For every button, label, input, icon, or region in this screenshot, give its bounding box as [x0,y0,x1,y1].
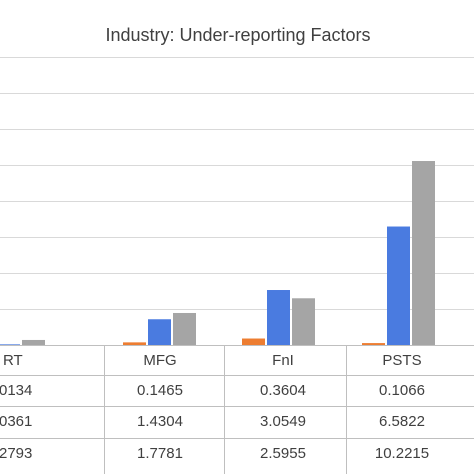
chart-title: Industry: Under-reporting Factors [105,25,370,45]
data-label: 0.1465 [137,382,183,399]
data-table: RT MFG FnI PSTS 0134 0.1465 0.3604 0.1066 0361 1.… [0,345,474,474]
data-label: 0.3604 [260,382,306,399]
bar [362,343,385,345]
data-label: 2.5955 [260,445,306,462]
data-label: 10.2215 [375,445,429,462]
bar [412,161,435,345]
category-label: PSTS [382,352,421,369]
bars [0,161,435,345]
bar [242,338,265,345]
bar [173,312,196,345]
bar [292,298,315,345]
data-label: 1.7781 [137,445,183,462]
data-label: 2793 [0,445,32,462]
data-label: 0361 [0,413,32,430]
category-label: FnI [272,352,294,369]
bar [123,342,146,345]
data-label: 0.1066 [379,382,425,399]
data-label: 3.0549 [260,413,306,430]
bar [148,319,171,345]
bar [267,290,290,345]
category-label: RT [3,352,23,369]
data-label: 1.4304 [137,413,183,430]
data-label: 0134 [0,382,32,399]
bar [387,226,410,345]
category-label: MFG [143,352,176,369]
gridlines [0,57,474,346]
bar [0,344,20,345]
bar [22,339,45,345]
data-label: 6.5822 [379,413,425,430]
